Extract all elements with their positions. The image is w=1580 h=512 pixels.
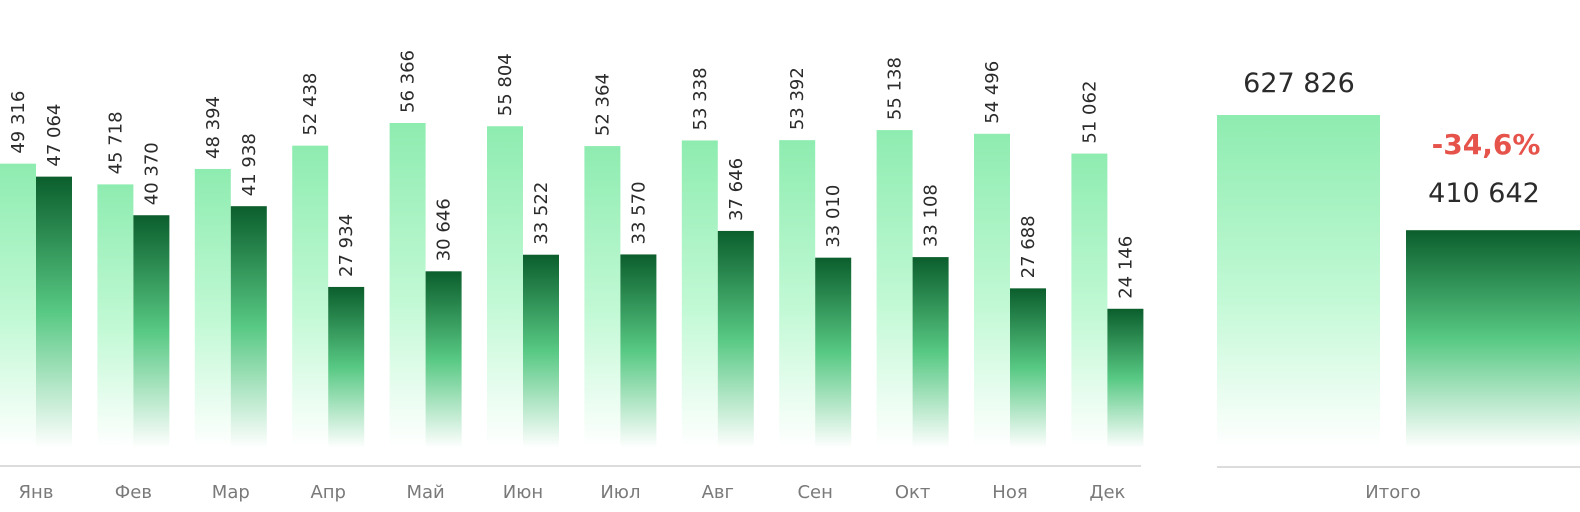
value-label-Ноя-series-2: 27 688 xyxy=(1018,215,1039,278)
bar-Авг-series-2 xyxy=(717,230,754,448)
bar-Окт-series-2 xyxy=(912,257,949,448)
bar-Май-series-2 xyxy=(425,271,462,448)
bar-Сен-series-1 xyxy=(779,140,816,448)
bar-Ноя-series-2 xyxy=(1010,288,1046,448)
value-label-Апр-series-2: 27 934 xyxy=(336,214,357,277)
bar-Окт-series-1 xyxy=(876,130,913,448)
value-label-Янв-series-2: 47 064 xyxy=(44,104,65,167)
bar-Авг-series-1 xyxy=(681,140,718,448)
bar-Дек-series-1 xyxy=(1071,153,1108,448)
value-label-Мар-series-1: 48 394 xyxy=(203,96,224,159)
category-label-Июн: Июн xyxy=(503,482,543,503)
total-group: 627 826 -34,6% 410 642 Итого xyxy=(1217,68,1580,503)
value-label-Авг-series-2: 37 646 xyxy=(726,158,747,221)
total-bar-series-2 xyxy=(1406,230,1580,448)
value-label-Окт-series-1: 55 138 xyxy=(885,57,906,120)
bar-Апр-series-1 xyxy=(292,145,329,448)
value-label-Дек-series-1: 51 062 xyxy=(1079,81,1100,144)
bar-Июл-series-1 xyxy=(584,146,621,448)
category-label-Апр: Апр xyxy=(310,482,346,503)
bar-Янв-series-2 xyxy=(36,176,72,448)
category-label-Дек: Дек xyxy=(1089,482,1125,503)
total-value-label-series-2: 410 642 xyxy=(1428,178,1540,209)
bar-Апр-series-2 xyxy=(328,286,365,448)
value-label-Дек-series-2: 24 146 xyxy=(1115,236,1136,299)
monthly-value-labels: 49 316 47 064 45 718 40 370 48 394 41 938 52 4… xyxy=(8,50,1136,299)
bar-Май-series-1 xyxy=(389,123,426,448)
value-label-Май-series-2: 30 646 xyxy=(434,198,455,261)
value-label-Апр-series-1: 52 438 xyxy=(300,73,321,136)
category-label-Май: Май xyxy=(406,482,444,503)
value-label-Янв-series-1: 49 316 xyxy=(8,91,29,154)
bar-Фев-series-2 xyxy=(133,215,170,448)
value-label-Ноя-series-1: 54 496 xyxy=(982,61,1003,124)
value-label-Июн-series-1: 55 804 xyxy=(495,53,516,116)
category-label-Ноя: Ноя xyxy=(992,482,1027,503)
bar-Июл-series-2 xyxy=(620,254,657,448)
total-change-label: -34,6% xyxy=(1432,128,1541,161)
bar-Сен-series-2 xyxy=(815,257,852,448)
category-label-Мар: Мар xyxy=(212,482,250,503)
category-label-Авг: Авг xyxy=(702,482,734,503)
value-label-Авг-series-1: 53 338 xyxy=(690,67,711,130)
category-label-Окт: Окт xyxy=(895,482,931,503)
category-label-Сен: Сен xyxy=(797,482,832,503)
value-label-Июл-series-1: 52 364 xyxy=(592,73,613,136)
value-label-Июн-series-2: 33 522 xyxy=(531,182,552,245)
category-label-Июл: Июл xyxy=(600,482,640,503)
bar-Янв-series-1 xyxy=(0,163,36,448)
category-label-Фев: Фев xyxy=(115,482,152,503)
monthly-bars xyxy=(0,123,1144,449)
value-label-Фев-series-1: 45 718 xyxy=(105,111,126,174)
bar-Мар-series-2 xyxy=(230,206,267,448)
value-label-Окт-series-2: 33 108 xyxy=(921,184,942,247)
value-label-Мар-series-2: 41 938 xyxy=(239,133,260,196)
total-category-label: Итого xyxy=(1365,482,1420,503)
bar-Фев-series-1 xyxy=(97,184,134,448)
total-bar-series-1 xyxy=(1217,115,1380,448)
value-label-Фев-series-2: 40 370 xyxy=(141,142,162,205)
value-label-Июл-series-2: 33 570 xyxy=(628,181,649,244)
total-value-label-series-1: 627 826 xyxy=(1243,68,1355,99)
bar-Июн-series-1 xyxy=(487,126,523,449)
bar-Ноя-series-1 xyxy=(974,133,1010,448)
bar-Июн-series-2 xyxy=(523,254,559,448)
monthly-category-labels: Янв Фев Мар Апр Май Июн Июл Авг Сен Окт Ноя Дек xyxy=(19,482,1126,503)
category-label-Янв: Янв xyxy=(19,482,54,503)
bar-Мар-series-1 xyxy=(194,168,231,449)
bar-Дек-series-2 xyxy=(1107,308,1144,448)
value-label-Сен-series-2: 33 010 xyxy=(823,185,844,248)
value-label-Сен-series-1: 53 392 xyxy=(787,67,808,130)
value-label-Май-series-1: 56 366 xyxy=(398,50,419,113)
